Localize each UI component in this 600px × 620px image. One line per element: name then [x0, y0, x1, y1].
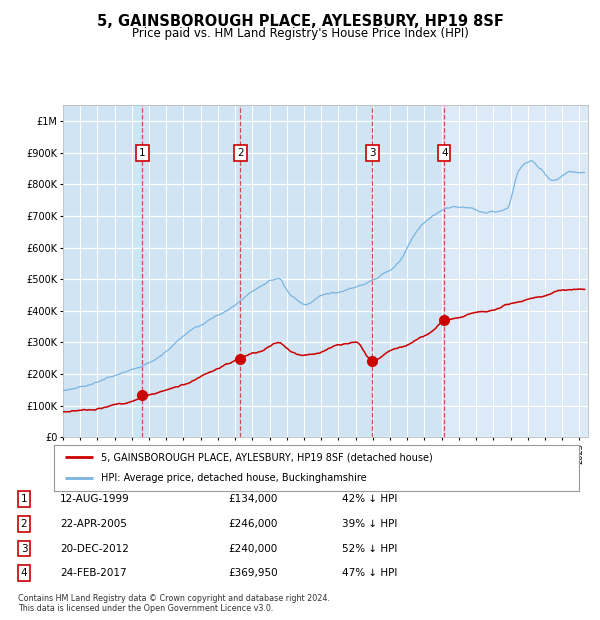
Text: 3: 3: [369, 148, 376, 157]
Text: 2: 2: [237, 148, 244, 157]
Text: 20-DEC-2012: 20-DEC-2012: [60, 544, 129, 554]
Text: 12-AUG-1999: 12-AUG-1999: [60, 494, 130, 504]
Text: 4: 4: [20, 569, 28, 578]
Text: 47% ↓ HPI: 47% ↓ HPI: [342, 569, 397, 578]
Text: 5, GAINSBOROUGH PLACE, AYLESBURY, HP19 8SF: 5, GAINSBOROUGH PLACE, AYLESBURY, HP19 8…: [97, 14, 503, 29]
Text: 24-FEB-2017: 24-FEB-2017: [60, 569, 127, 578]
Text: £369,950: £369,950: [228, 569, 278, 578]
Text: 42% ↓ HPI: 42% ↓ HPI: [342, 494, 397, 504]
Bar: [373, 105, 444, 437]
Text: Price paid vs. HM Land Registry's House Price Index (HPI): Price paid vs. HM Land Registry's House …: [131, 27, 469, 40]
Text: 39% ↓ HPI: 39% ↓ HPI: [342, 519, 397, 529]
Text: 2: 2: [20, 519, 28, 529]
Text: 3: 3: [20, 544, 28, 554]
Text: HPI: Average price, detached house, Buckinghamshire: HPI: Average price, detached house, Buck…: [101, 474, 367, 484]
Text: £240,000: £240,000: [228, 544, 277, 554]
Bar: [142, 105, 241, 437]
Text: 22-APR-2005: 22-APR-2005: [60, 519, 127, 529]
Text: £134,000: £134,000: [228, 494, 277, 504]
Text: 1: 1: [20, 494, 28, 504]
Bar: [63, 105, 142, 437]
Text: 4: 4: [441, 148, 448, 157]
Text: £246,000: £246,000: [228, 519, 277, 529]
Text: Contains HM Land Registry data © Crown copyright and database right 2024.
This d: Contains HM Land Registry data © Crown c…: [18, 594, 330, 613]
Bar: [241, 105, 373, 437]
Text: 52% ↓ HPI: 52% ↓ HPI: [342, 544, 397, 554]
Text: 5, GAINSBOROUGH PLACE, AYLESBURY, HP19 8SF (detached house): 5, GAINSBOROUGH PLACE, AYLESBURY, HP19 8…: [101, 452, 433, 462]
Text: 1: 1: [139, 148, 146, 157]
